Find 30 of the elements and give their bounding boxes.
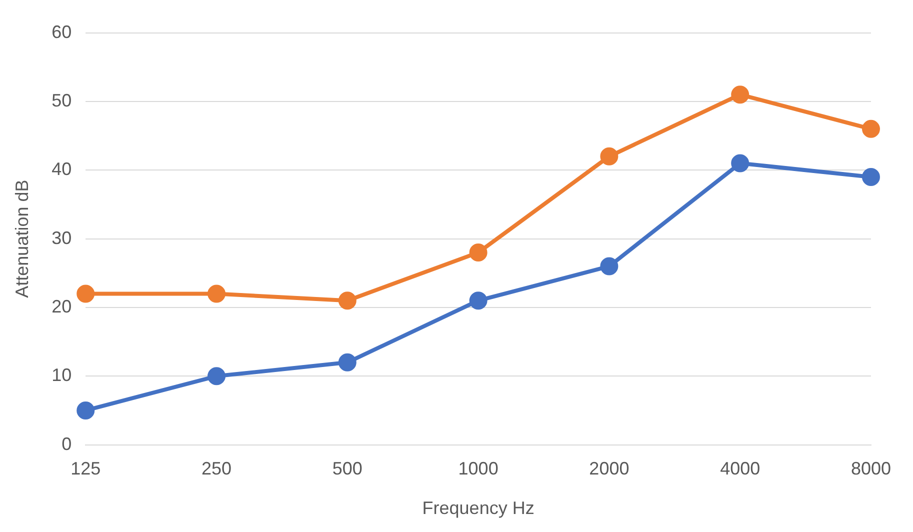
y-axis-title: Attenuation dB (12, 180, 32, 298)
y-tick-label: 10 (52, 365, 72, 386)
x-tick-label: 250 (201, 458, 232, 479)
point (862, 168, 880, 186)
point (76, 284, 95, 303)
point (469, 292, 488, 310)
y-tick-label: 50 (52, 90, 72, 110)
y-tick-label: 60 (52, 22, 72, 42)
point (469, 244, 488, 262)
y-tick-label: 40 (52, 159, 72, 180)
y-tick-label: 30 (52, 228, 72, 248)
point (338, 353, 356, 372)
x-tick-label: 4000 (720, 458, 760, 479)
point (862, 120, 880, 138)
y-tick-label: 20 (52, 296, 72, 316)
point (208, 367, 226, 386)
y-tick-label: 0 (62, 434, 72, 454)
x-tick-label: 500 (332, 458, 362, 479)
x-tick-label: 2000 (589, 458, 630, 479)
point (600, 147, 618, 166)
x-tick-label: 1000 (458, 458, 498, 479)
point (338, 292, 356, 310)
point (731, 86, 750, 104)
point (76, 401, 95, 420)
point (208, 284, 226, 303)
point (600, 257, 618, 276)
x-tick-label: 8000 (850, 458, 891, 479)
point (731, 154, 750, 172)
x-axis-title: Frequency Hz (422, 498, 534, 518)
x-tick-label: 125 (70, 458, 101, 479)
